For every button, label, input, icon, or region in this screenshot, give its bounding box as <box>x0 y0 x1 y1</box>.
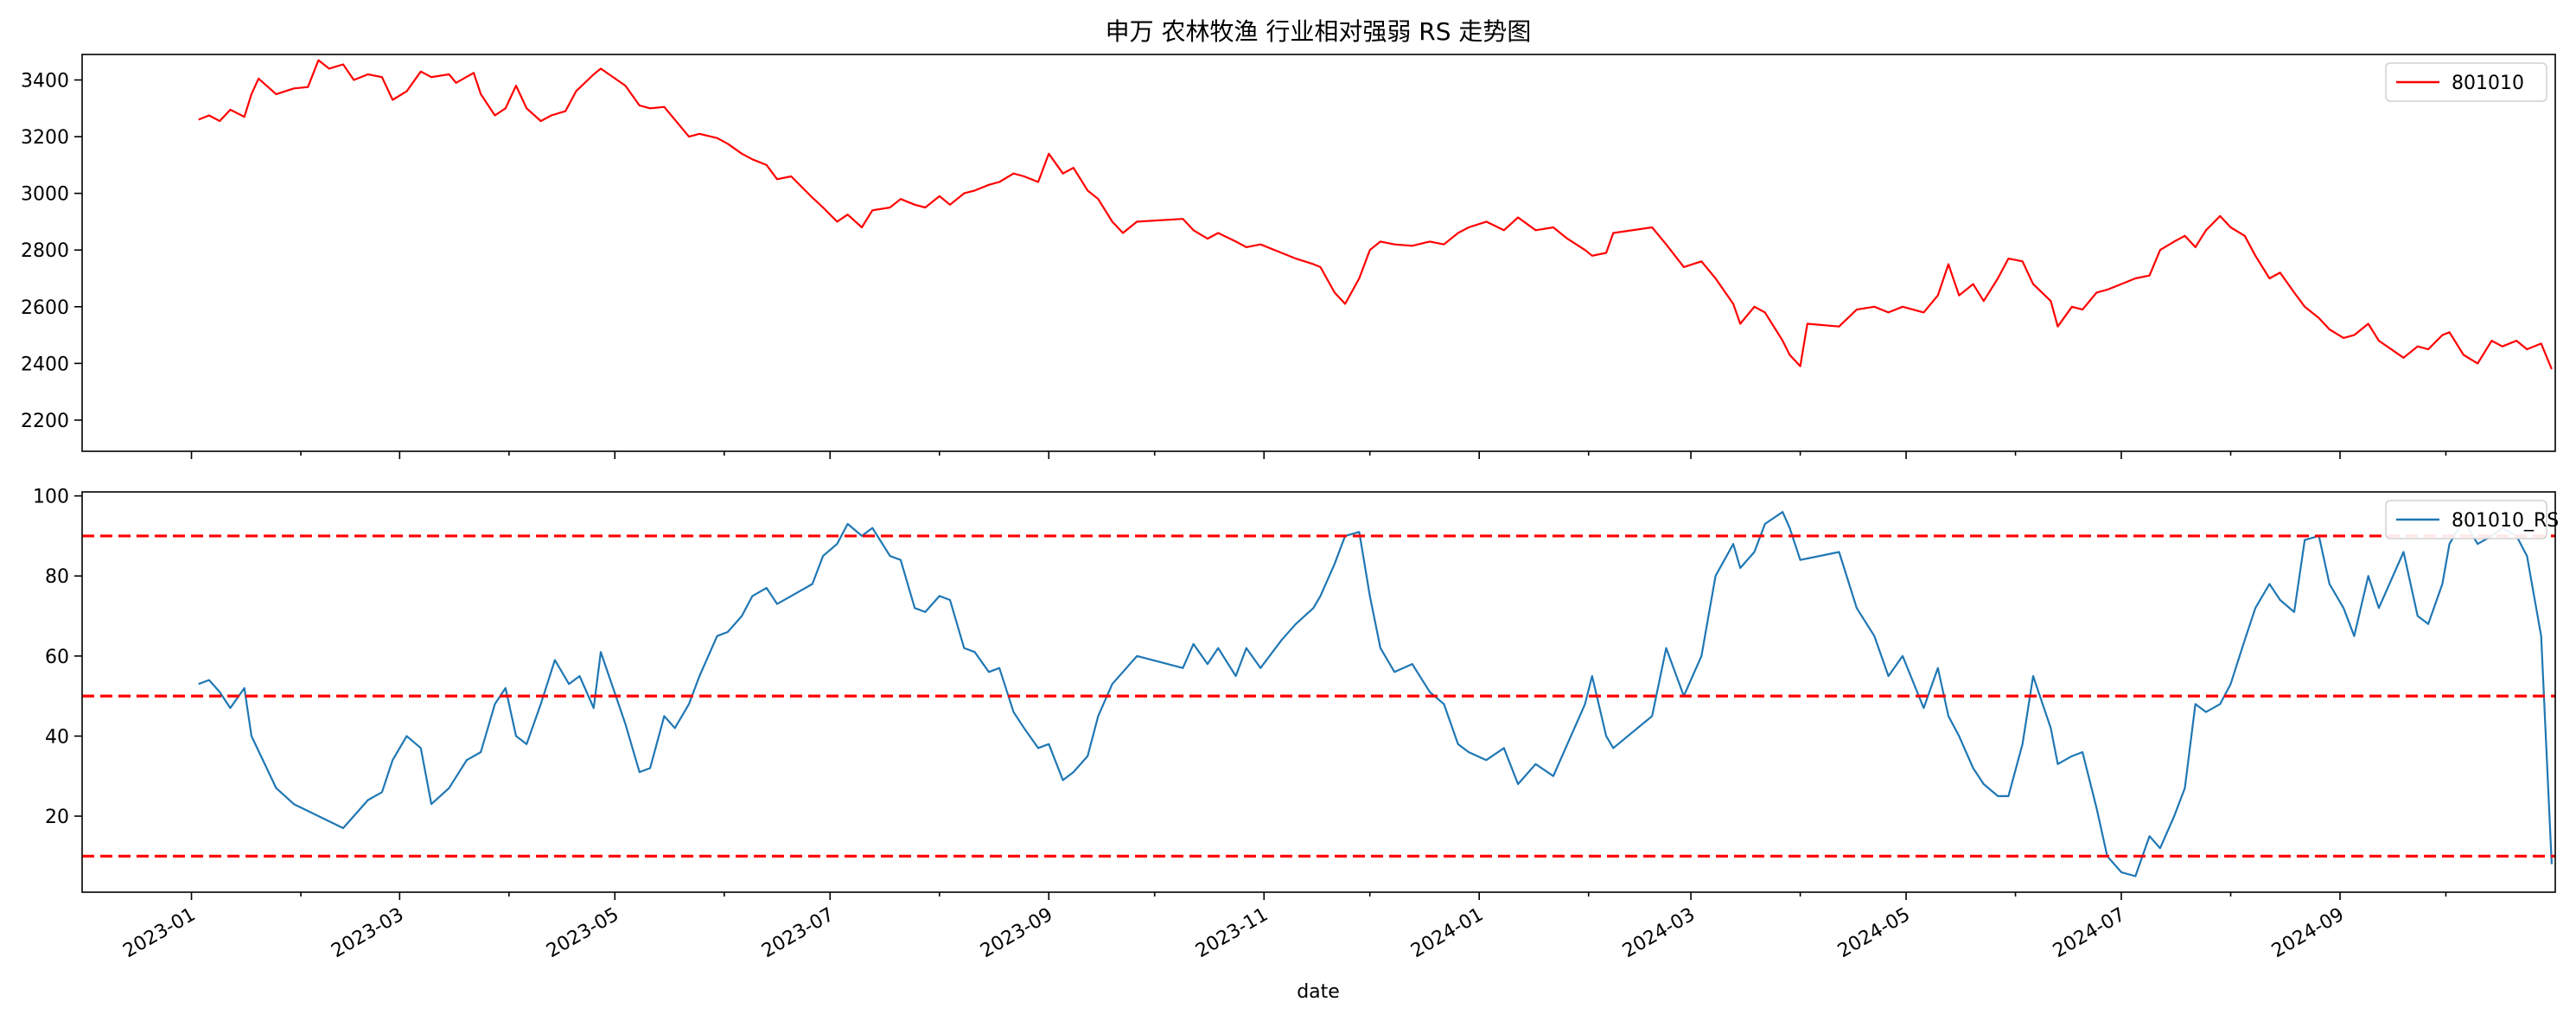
y-tick-label: 80 <box>45 566 69 588</box>
x-tick-label: 2023-09 <box>977 904 1056 963</box>
axes-frame <box>81 54 2556 452</box>
x-tick-label: 2024-03 <box>1619 904 1699 963</box>
legend-label: 801010_RS <box>2452 510 2559 532</box>
rs-panel: 20 40 60 80 100 2023-01 2023-03 2023-05 2023-07 2… <box>33 487 2559 963</box>
axes-frame <box>81 491 2556 893</box>
y-tick-label: 60 <box>45 647 69 668</box>
chart-title: 申万 农林牧渔 行业相对强弱 RS 走势图 <box>1106 17 1532 46</box>
series-line-801010 <box>198 59 2553 370</box>
x-tick-label: 2023-11 <box>1192 904 1272 963</box>
legend-label: 801010 <box>2452 73 2524 94</box>
x-tick-label: 2023-03 <box>328 904 407 963</box>
y-tick-label: 20 <box>45 807 69 828</box>
series-line-801010-rs <box>198 511 2553 877</box>
price-panel: 2200 2400 2600 2800 3000 3200 3400 801010 <box>21 54 2556 459</box>
y-tick-label: 2600 <box>21 297 69 319</box>
y-tick-label: 100 <box>33 487 69 508</box>
y-tick-label: 2200 <box>21 411 69 432</box>
x-tick-label: 2023-05 <box>543 904 622 963</box>
y-tick-label: 3200 <box>21 127 69 149</box>
legend-box <box>2385 500 2547 539</box>
x-tick-label: 2024-01 <box>1407 904 1487 963</box>
x-axis-label: date <box>1297 981 1340 1003</box>
y-tick-label: 3000 <box>21 184 69 206</box>
legend-box <box>2385 62 2547 102</box>
y-tick-label: 40 <box>45 726 69 748</box>
y-tick-label: 3400 <box>21 71 69 93</box>
x-tick-label: 2024-07 <box>2050 904 2129 963</box>
x-tick-label: 2023-01 <box>119 904 199 963</box>
y-tick-label: 2800 <box>21 240 69 262</box>
y-tick-label: 2400 <box>21 354 69 375</box>
x-tick-label: 2023-07 <box>758 904 838 963</box>
x-tick-label: 2024-05 <box>1834 904 1914 963</box>
x-tick-label: 2024-09 <box>2268 904 2348 963</box>
